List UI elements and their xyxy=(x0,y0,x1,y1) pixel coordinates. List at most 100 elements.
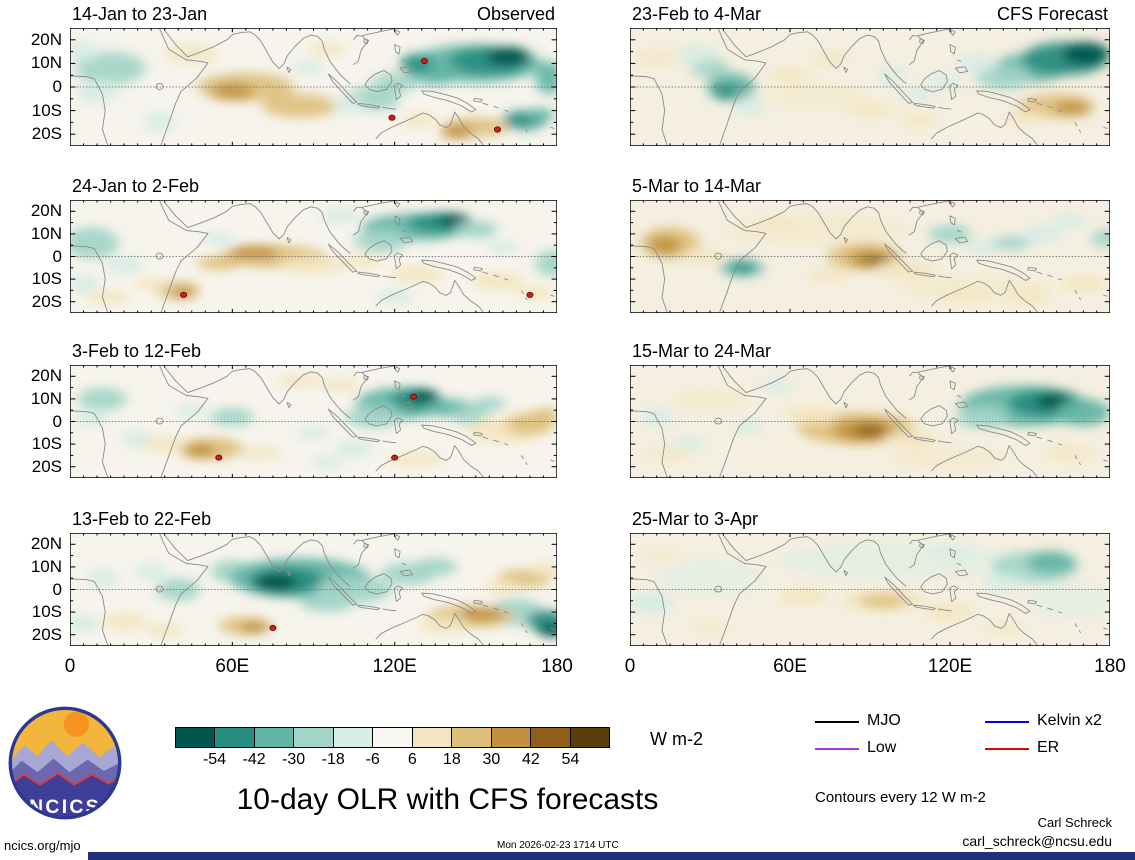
olr-anomaly-blobs xyxy=(75,374,557,469)
colorbar-segment xyxy=(491,728,532,747)
colorbar-level-label: 54 xyxy=(561,751,580,768)
map-panel-0 xyxy=(70,28,557,146)
lat-label: 20S xyxy=(31,124,62,144)
panel-header-2: 3-Feb to 12-Feb xyxy=(72,341,555,362)
map-panel-1 xyxy=(70,200,557,313)
logo-red-zigzag xyxy=(11,772,119,787)
panel-date-range: 14-Jan to 23-Jan xyxy=(72,4,208,24)
cyclone-marker xyxy=(216,455,222,460)
footer-timestamp: Mon 2026-02-23 1714 UTC xyxy=(497,840,619,851)
coastlines xyxy=(70,200,554,313)
colorbar-level-label: 6 xyxy=(407,751,417,768)
coastlines xyxy=(630,200,1107,313)
panel-date-range: 13-Feb to 22-Feb xyxy=(72,509,212,529)
panel-header-4: 23-Feb to 4-Mar CFS Forecast xyxy=(632,4,1108,25)
lat-label: 20S xyxy=(31,291,62,311)
panel-header-0: 14-Jan to 23-Jan Observed xyxy=(72,4,555,25)
lat-label: 10S xyxy=(31,269,62,289)
colorbar-segment xyxy=(294,728,334,747)
colorbar-segment xyxy=(176,728,216,747)
lon-label: 120E xyxy=(927,656,973,677)
ncics-logo: NCICS xyxy=(8,706,122,820)
legend-line-low xyxy=(815,748,859,750)
legend-line-mjo xyxy=(815,721,859,723)
lat-label: 10S xyxy=(31,434,62,454)
panel-date-range: 24-Jan to 2-Feb xyxy=(72,176,200,196)
cyclone-marker xyxy=(494,127,500,132)
colorbar-segment xyxy=(333,728,374,747)
panel-header-1: 24-Jan to 2-Feb xyxy=(72,176,555,197)
coastlines xyxy=(70,533,554,646)
olr-anomaly-blobs xyxy=(70,557,557,637)
panel-date-range: 25-Mar to 3-Apr xyxy=(632,509,759,529)
panel-header-3: 13-Feb to 22-Feb xyxy=(72,509,555,530)
map-panel-7 xyxy=(630,533,1110,646)
colorbar-segment xyxy=(254,728,295,747)
lon-label: 120E xyxy=(372,656,417,677)
coastlines xyxy=(630,28,1107,146)
olr-anomaly-blobs xyxy=(70,209,557,304)
legend-line-kelvin-x2 xyxy=(985,721,1029,723)
lon-label: 60E xyxy=(215,656,250,677)
colorbar-level-label: 30 xyxy=(482,751,501,768)
lat-label: 10N xyxy=(30,53,62,73)
credit-name: Carl Schreck xyxy=(1037,815,1112,830)
map-panel-3 xyxy=(70,533,557,646)
cyclone-marker xyxy=(389,115,395,120)
colorbar-segment xyxy=(570,728,609,747)
map-panel-6 xyxy=(630,365,1110,478)
ncics-logo-text: NCICS xyxy=(29,796,101,818)
lon-label: 0 xyxy=(624,656,636,677)
panel-header-7: 25-Mar to 3-Apr xyxy=(632,509,1108,530)
colorbar-level-label: 18 xyxy=(442,751,461,768)
colorbar-segment xyxy=(452,728,492,747)
map-panel-2 xyxy=(70,365,557,478)
contour-interval-note: Contours every 12 W m-2 xyxy=(815,789,986,806)
cyclone-marker xyxy=(270,625,276,630)
coastlines xyxy=(630,365,1107,478)
map-panel-5 xyxy=(630,200,1110,313)
cyclone-marker xyxy=(181,292,187,297)
panel-date-range: 23-Feb to 4-Mar xyxy=(632,4,762,24)
colorbar-level-label: -54 xyxy=(202,751,227,768)
panel-corner-label: Observed xyxy=(476,4,555,24)
lat-label: 20N xyxy=(30,29,62,49)
lat-label: 10N xyxy=(30,388,62,408)
lat-label: 0 xyxy=(52,411,62,431)
lon-label: 0 xyxy=(64,656,76,677)
lat-label: 0 xyxy=(52,579,62,599)
lon-label: 180 xyxy=(541,656,573,677)
legend-label: MJO xyxy=(867,712,901,729)
colorbar-level-label: -30 xyxy=(282,751,306,768)
panel-corner-label: CFS Forecast xyxy=(996,4,1108,24)
lat-label: 0 xyxy=(52,77,62,96)
lon-label: 180 xyxy=(1094,656,1126,677)
credit-email: carl_schreck@ncsu.edu xyxy=(962,833,1112,849)
logo-sun xyxy=(63,711,89,737)
colorbar-level-label: -42 xyxy=(242,751,266,768)
map-panel-4 xyxy=(630,28,1110,146)
logo-border xyxy=(8,706,122,820)
footer-url: ncics.org/mjo xyxy=(4,838,81,853)
lat-label: 20N xyxy=(30,201,62,221)
lat-label: 20N xyxy=(30,366,62,386)
olr-anomaly-blobs xyxy=(630,542,1110,635)
panel-header-6: 15-Mar to 24-Mar xyxy=(632,341,1108,362)
legend-label: Kelvin x2 xyxy=(1037,712,1102,729)
legend-label: ER xyxy=(1037,739,1060,756)
cyclone-marker xyxy=(392,455,398,460)
coastlines xyxy=(70,28,554,146)
lat-label: 10S xyxy=(31,602,62,622)
figure-title: 10-day OLR with CFS forecasts xyxy=(236,783,659,816)
lat-label: 0 xyxy=(52,246,62,266)
colorbar-level-label: -6 xyxy=(365,751,380,768)
colorbar-segment xyxy=(412,728,453,747)
colorbar-level-label: 42 xyxy=(522,751,540,768)
olr-anomaly-blobs xyxy=(70,42,557,139)
lat-label: 20S xyxy=(31,456,62,476)
lat-label: 20S xyxy=(31,624,62,644)
olr-anomaly-blobs xyxy=(640,378,1110,469)
panel-date-range: 15-Mar to 24-Mar xyxy=(632,341,772,361)
coastlines xyxy=(70,365,554,478)
